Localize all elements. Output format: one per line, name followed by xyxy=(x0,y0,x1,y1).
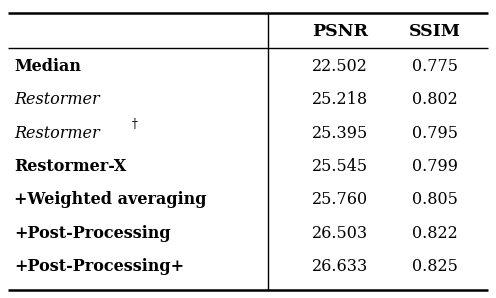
Text: +Post-Processing+: +Post-Processing+ xyxy=(14,258,184,275)
Text: 25.760: 25.760 xyxy=(312,191,368,208)
Text: PSNR: PSNR xyxy=(312,23,368,40)
Text: Median: Median xyxy=(14,58,81,75)
Text: Restormer: Restormer xyxy=(14,125,100,142)
Text: 0.802: 0.802 xyxy=(412,91,458,108)
Text: 0.775: 0.775 xyxy=(412,58,458,75)
Text: +Post-Processing: +Post-Processing xyxy=(14,225,171,242)
Text: 26.503: 26.503 xyxy=(312,225,368,242)
Text: 0.822: 0.822 xyxy=(412,225,458,242)
Text: SSIM: SSIM xyxy=(409,23,461,40)
Text: 0.799: 0.799 xyxy=(412,158,458,175)
Text: Restormer: Restormer xyxy=(14,91,100,108)
Text: †: † xyxy=(132,118,138,131)
Text: 22.502: 22.502 xyxy=(312,58,368,75)
Text: +Weighted averaging: +Weighted averaging xyxy=(14,191,206,208)
Text: 25.395: 25.395 xyxy=(312,125,368,142)
Text: 0.805: 0.805 xyxy=(412,191,458,208)
Text: Restormer-X: Restormer-X xyxy=(14,158,126,175)
Text: 25.218: 25.218 xyxy=(312,91,368,108)
Text: 25.545: 25.545 xyxy=(312,158,368,175)
Text: 26.633: 26.633 xyxy=(312,258,368,275)
Text: 0.795: 0.795 xyxy=(412,125,458,142)
Text: 0.825: 0.825 xyxy=(412,258,458,275)
